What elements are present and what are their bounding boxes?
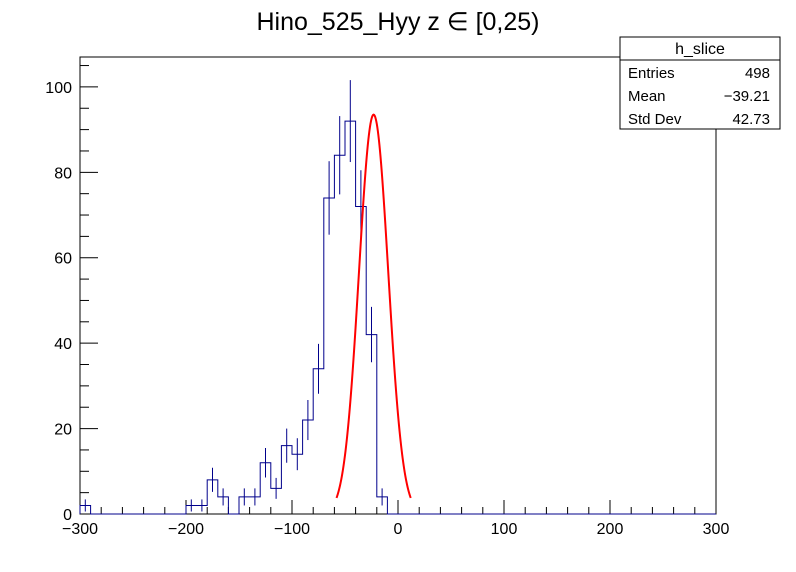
x-tick-label: 300 bbox=[703, 521, 730, 538]
error-bars bbox=[84, 80, 383, 512]
stats-mean-label: Mean bbox=[628, 88, 666, 105]
y-tick-label: 40 bbox=[54, 336, 72, 353]
x-tick-label: −100 bbox=[274, 521, 310, 538]
gaussian-fit-curve bbox=[335, 113, 412, 499]
y-tick-label: 20 bbox=[54, 422, 72, 439]
stats-mean-value: −39.21 bbox=[724, 88, 770, 105]
stats-box-title: h_slice bbox=[675, 41, 725, 58]
x-tick-label: −300 bbox=[62, 521, 98, 538]
stats-entries-label: Entries bbox=[628, 65, 675, 82]
histogram-outline bbox=[79, 120, 716, 515]
y-axis: 0 20 40 60 80 100 bbox=[45, 65, 98, 524]
x-tick-label: −200 bbox=[168, 521, 204, 538]
stats-box-frame bbox=[619, 36, 781, 130]
y-tick-label: 80 bbox=[54, 165, 72, 182]
chart-title: Hino_525_Hyy z ∈ [0,25) bbox=[256, 8, 539, 36]
x-tick-label: 0 bbox=[394, 521, 403, 538]
x-tick-label: 200 bbox=[597, 521, 624, 538]
stats-stddev-value: 42.73 bbox=[732, 111, 770, 128]
y-tick-label: 0 bbox=[63, 507, 72, 524]
x-axis: −300 −200 −100 0 100 200 300 bbox=[62, 500, 729, 538]
y-tick-label: 60 bbox=[54, 251, 72, 268]
y-tick-label: 100 bbox=[45, 80, 72, 97]
stats-entries-value: 498 bbox=[745, 65, 770, 82]
x-tick-label: 100 bbox=[491, 521, 518, 538]
stats-stddev-label: Std Dev bbox=[628, 111, 682, 128]
stats-box: h_slice Entries 498 Mean −39.21 Std Dev … bbox=[619, 36, 781, 130]
